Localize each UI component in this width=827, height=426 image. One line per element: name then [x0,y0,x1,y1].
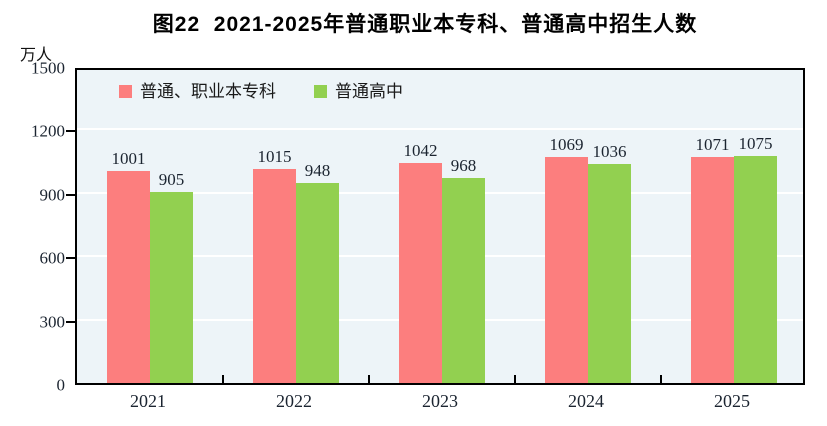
chart-title: 图22 2021-2025年普通职业本专科、普通高中招生人数 [152,13,698,36]
y-axis-tick [66,193,75,196]
legend-label-series2: 普通高中 [335,82,403,101]
legend-item-series1: 普通、职业本专科 [119,83,276,100]
bar-2025-series1 [691,156,734,383]
y-axis-tick-label: 0 [56,375,66,395]
bar-2022-series2 [296,182,339,383]
bar-2024-series1 [545,157,588,383]
bar-value-label: 1075 [738,133,773,153]
x-axis-tick [514,375,516,383]
y-axis-tick-label: 600 [39,248,66,268]
y-axis-tick [66,320,75,323]
y-axis-tick-label: 1500 [31,58,65,78]
legend-label-series1: 普通、职业本专科 [140,82,276,101]
bar-value-label: 968 [450,156,477,176]
bar-value-label: 1071 [695,134,730,154]
x-axis-category-label: 2022 [276,391,312,411]
legend-swatch-green-icon [314,85,327,98]
x-axis-tick [368,375,370,383]
x-axis-category-label: 2024 [568,391,604,411]
x-axis-tick [660,375,662,383]
y-axis-tick-label: 1200 [31,121,65,141]
x-axis-tick [222,375,224,383]
x-axis-category-label: 2025 [714,391,750,411]
y-axis-tick [66,257,75,260]
bar-2021-series1 [107,171,150,383]
legend-swatch-red-icon [119,85,132,98]
bar-value-label: 1069 [549,135,584,155]
bar-value-label: 1036 [592,142,627,162]
y-axis-unit-label: 万人 [20,47,53,64]
bar-2024-series2 [588,164,631,383]
bar-value-label: 1015 [257,146,292,166]
x-axis-category-label: 2021 [130,391,166,411]
y-axis-tick-label: 300 [39,312,66,332]
bar-2023-series2 [442,178,485,383]
plot-area: 1001 905 1015 948 1042 968 1069 1036 1071 1075 普通… [75,68,805,385]
bar-2021-series2 [150,191,193,383]
bar-2022-series1 [253,168,296,383]
bar-value-label: 905 [158,169,185,189]
x-axis-category-label: 2023 [422,391,458,411]
gridline [77,128,803,131]
bar-value-label: 1001 [111,149,146,169]
bar-2023-series1 [399,162,442,383]
legend-item-series2: 普通高中 [314,83,403,100]
bar-value-label: 948 [304,160,331,180]
y-axis-tick-label: 900 [39,185,66,205]
bar-2025-series2 [734,155,777,383]
bar-value-label: 1042 [403,140,438,160]
y-axis-tick [66,130,75,133]
legend: 普通、职业本专科 普通高中 [119,83,403,100]
